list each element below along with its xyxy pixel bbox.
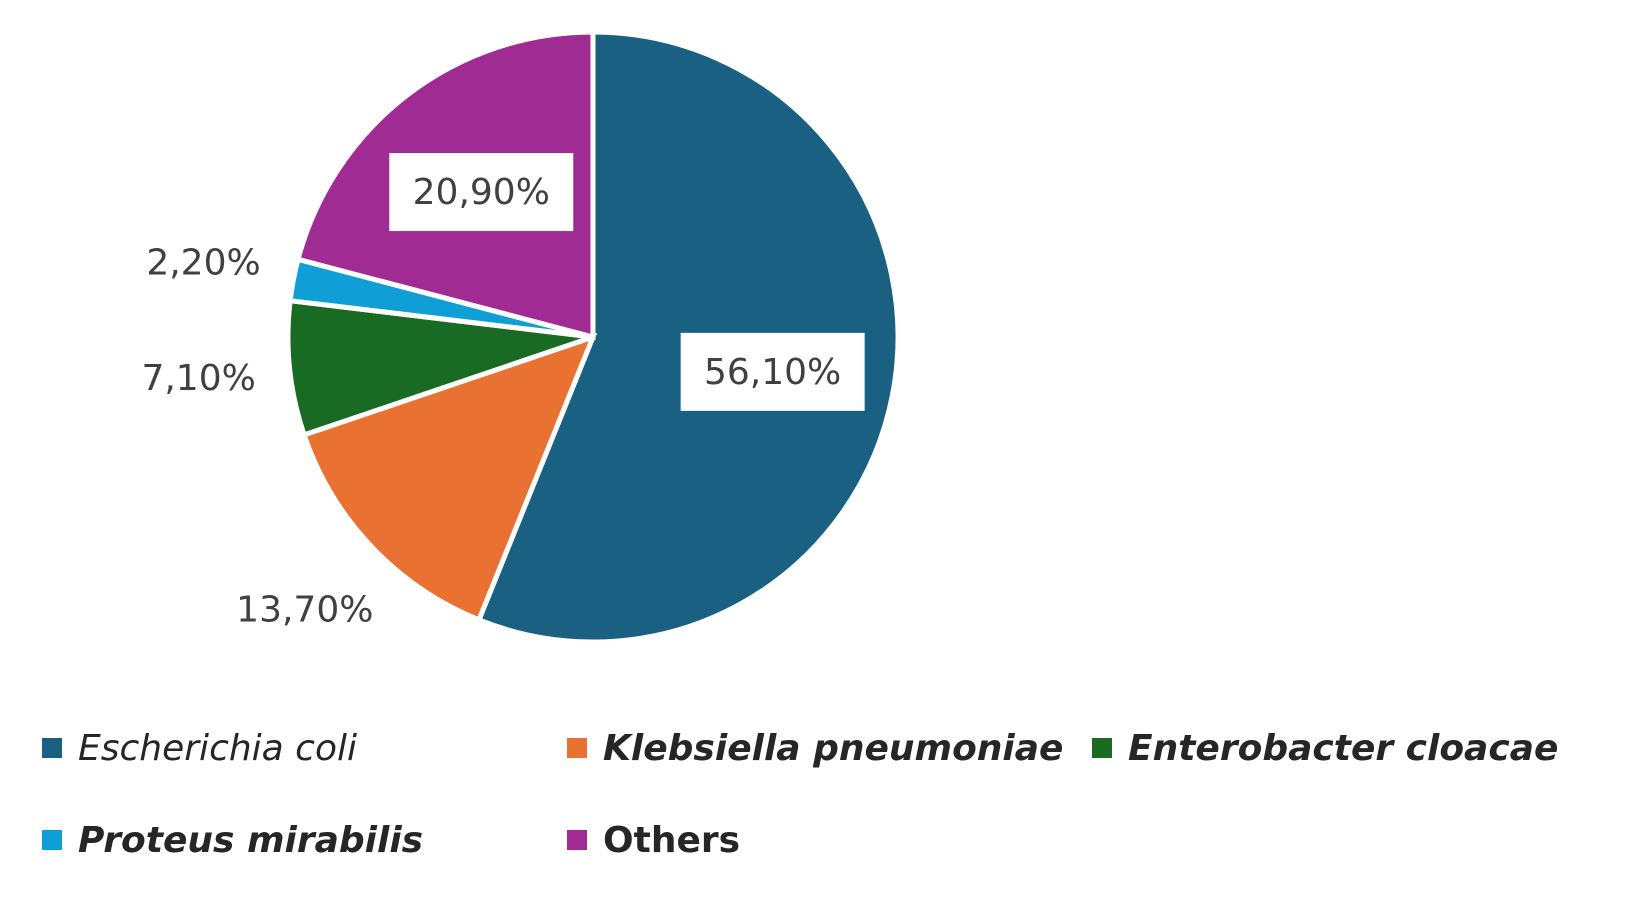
legend-label: Klebsiella pneumoniae <box>603 728 1063 769</box>
legend-swatch <box>42 738 62 758</box>
legend-swatch <box>1092 738 1112 758</box>
data-label: 56,10% <box>704 352 841 393</box>
pie-slice <box>285 297 594 439</box>
legend-label: Others <box>603 820 740 861</box>
pie-slice <box>300 332 598 624</box>
legend-swatch <box>567 738 587 758</box>
legend-label: Escherichia coli <box>78 728 357 769</box>
legend-label: Proteus mirabilis <box>78 820 423 861</box>
data-label: 2,20% <box>146 243 260 284</box>
data-label: 13,70% <box>236 589 373 630</box>
legend-label: Enterobacter cloacae <box>1128 728 1558 769</box>
legend-swatch <box>567 830 587 850</box>
data-label: 20,90% <box>413 172 550 213</box>
label-box <box>389 153 574 232</box>
legend-swatch <box>42 830 62 850</box>
label-box <box>680 332 865 411</box>
data-label: 7,10% <box>141 358 255 399</box>
